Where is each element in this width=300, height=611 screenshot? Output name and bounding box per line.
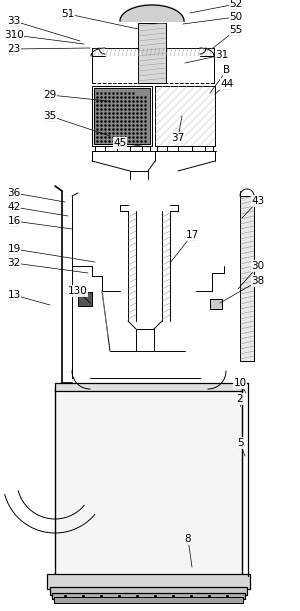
- Text: 31: 31: [215, 50, 229, 60]
- Text: 45: 45: [113, 138, 127, 148]
- Text: 37: 37: [171, 133, 184, 143]
- Text: 10: 10: [233, 378, 247, 388]
- Bar: [78, 292, 92, 306]
- Text: 42: 42: [8, 202, 21, 212]
- Bar: [210, 299, 222, 309]
- Text: 310: 310: [4, 30, 24, 40]
- Text: 38: 38: [251, 276, 265, 286]
- Bar: [155, 86, 215, 146]
- Text: 23: 23: [8, 44, 21, 54]
- Text: 8: 8: [185, 534, 191, 544]
- Bar: [55, 388, 242, 576]
- Bar: [54, 597, 243, 603]
- Bar: [55, 383, 242, 391]
- Bar: [138, 23, 166, 83]
- Text: 5: 5: [237, 438, 243, 448]
- Bar: [52, 593, 245, 599]
- Text: 30: 30: [251, 261, 265, 271]
- Text: 130: 130: [68, 286, 88, 296]
- Text: 52: 52: [230, 0, 243, 9]
- Text: 35: 35: [44, 111, 57, 121]
- Text: 16: 16: [8, 216, 21, 226]
- Text: 29: 29: [44, 90, 57, 100]
- Text: 51: 51: [61, 9, 75, 19]
- Bar: [240, 196, 254, 361]
- Text: 44: 44: [220, 79, 234, 89]
- Text: 17: 17: [185, 230, 199, 240]
- Text: 43: 43: [251, 196, 265, 206]
- Text: B: B: [224, 65, 231, 75]
- Text: 19: 19: [8, 244, 21, 254]
- Text: 36: 36: [8, 188, 21, 198]
- Text: 50: 50: [230, 12, 243, 22]
- Bar: [50, 587, 247, 595]
- Polygon shape: [120, 5, 184, 21]
- Text: 2: 2: [237, 394, 243, 404]
- Text: 32: 32: [8, 258, 21, 268]
- Bar: [92, 86, 152, 146]
- Text: 55: 55: [230, 25, 243, 35]
- Bar: [94, 88, 150, 144]
- Bar: [47, 574, 250, 589]
- Text: 33: 33: [8, 16, 21, 26]
- Text: 13: 13: [8, 290, 21, 300]
